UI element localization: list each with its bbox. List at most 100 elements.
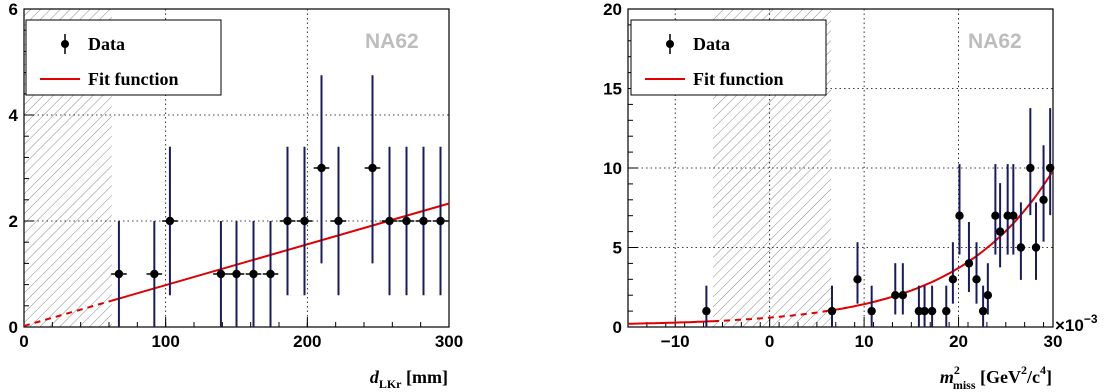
data-marker bbox=[114, 269, 124, 279]
y-tick-label: 10 bbox=[603, 159, 622, 178]
data-marker bbox=[942, 306, 951, 316]
data-point bbox=[111, 221, 127, 327]
data-point bbox=[381, 146, 398, 296]
x-tick-label: 100 bbox=[151, 332, 179, 351]
legend-fit-label: Fit function bbox=[693, 69, 784, 89]
y-tick-label: 4 bbox=[9, 106, 19, 125]
data-marker bbox=[266, 269, 275, 279]
data-point bbox=[1039, 145, 1048, 242]
data-marker bbox=[300, 216, 309, 226]
data-point bbox=[983, 263, 993, 315]
data-marker bbox=[991, 211, 1000, 220]
data-point bbox=[245, 221, 262, 327]
data-marker bbox=[898, 291, 908, 300]
data-marker bbox=[964, 259, 974, 268]
data-point bbox=[964, 222, 974, 293]
data-point bbox=[415, 146, 432, 296]
data-marker bbox=[1026, 163, 1035, 173]
y-tick-label: 0 bbox=[613, 318, 622, 337]
data-point bbox=[1026, 108, 1035, 216]
data-marker bbox=[955, 211, 964, 220]
x-tick-label: 300 bbox=[435, 332, 463, 351]
data-point bbox=[162, 146, 178, 296]
data-marker bbox=[891, 291, 900, 300]
legend-data-label: Data bbox=[88, 34, 125, 54]
data-point bbox=[398, 146, 415, 296]
experiment-tag: NA62 bbox=[968, 30, 1022, 53]
data-point bbox=[972, 242, 981, 304]
legend: Data Fit function bbox=[630, 19, 827, 96]
data-marker bbox=[165, 216, 175, 226]
data-point bbox=[978, 285, 988, 327]
legend: Data Fit function bbox=[25, 19, 222, 96]
left-plot: 0 100 200 300 0 2 4 6 Data Fit function NA62 dL… bbox=[9, 0, 464, 391]
data-point bbox=[330, 146, 347, 296]
data-marker bbox=[972, 275, 981, 284]
x-tick-label: 200 bbox=[293, 332, 321, 351]
fit-curve bbox=[830, 170, 1054, 312]
data-marker bbox=[1039, 195, 1048, 204]
data-marker bbox=[419, 216, 428, 226]
data-point bbox=[995, 183, 1005, 268]
data-point bbox=[213, 221, 229, 327]
data-marker bbox=[368, 163, 377, 173]
y-tick-label: 6 bbox=[9, 0, 18, 19]
data-marker bbox=[249, 269, 258, 279]
data-marker bbox=[232, 269, 241, 279]
data-marker bbox=[317, 163, 326, 173]
y-tick-label: 5 bbox=[613, 239, 622, 258]
data-point bbox=[827, 285, 837, 327]
x-tick-label: 30 bbox=[1044, 332, 1063, 351]
data-point bbox=[262, 221, 279, 327]
data-marker bbox=[948, 275, 958, 284]
x-tick-label: 10 bbox=[855, 332, 874, 351]
data-marker bbox=[927, 306, 937, 316]
legend-data-marker bbox=[666, 40, 674, 48]
data-point bbox=[853, 242, 862, 304]
data-marker bbox=[1016, 243, 1026, 252]
data-marker bbox=[867, 306, 876, 316]
data-point bbox=[296, 146, 313, 296]
data-marker bbox=[995, 227, 1005, 236]
y-tick-label: 15 bbox=[603, 80, 622, 99]
data-marker bbox=[1009, 211, 1018, 220]
data-marker bbox=[283, 216, 292, 226]
data-marker bbox=[827, 306, 837, 316]
data-point bbox=[914, 285, 924, 327]
data-point bbox=[955, 164, 964, 255]
data-marker bbox=[385, 216, 394, 226]
data-marker bbox=[216, 269, 226, 279]
data-point bbox=[1016, 202, 1026, 280]
data-point bbox=[867, 285, 876, 327]
data-point bbox=[228, 221, 245, 327]
data-point bbox=[927, 285, 937, 327]
data-marker bbox=[1045, 163, 1055, 173]
data-marker bbox=[978, 306, 988, 316]
x-tick-label: 0 bbox=[19, 332, 28, 351]
fit-curve-dashed bbox=[23, 299, 113, 327]
data-point bbox=[942, 285, 951, 327]
data-marker bbox=[853, 275, 862, 284]
y-tick-label: 2 bbox=[9, 212, 18, 231]
data-marker bbox=[983, 291, 993, 300]
x-axis-title: dLKr [mm] bbox=[370, 367, 448, 391]
data-marker bbox=[702, 306, 711, 316]
data-point bbox=[891, 263, 900, 315]
data-marker bbox=[150, 269, 159, 279]
data-marker bbox=[334, 216, 343, 226]
data-marker bbox=[436, 216, 445, 226]
data-point bbox=[1031, 202, 1041, 280]
legend-data-label: Data bbox=[693, 34, 730, 54]
fit-curve bbox=[627, 320, 713, 325]
data-point bbox=[432, 146, 449, 296]
data-point bbox=[146, 221, 163, 327]
fit-curve-dashed bbox=[712, 309, 832, 323]
x-axis-title: m2 miss [GeV2/c4] bbox=[940, 363, 1052, 392]
data-marker bbox=[920, 306, 929, 316]
data-point bbox=[991, 164, 1000, 255]
legend-fit-label: Fit function bbox=[88, 69, 179, 89]
x-axis-multiplier: ×10−3 bbox=[1055, 312, 1098, 335]
legend-data-marker bbox=[61, 40, 69, 48]
legend-box bbox=[630, 19, 827, 96]
